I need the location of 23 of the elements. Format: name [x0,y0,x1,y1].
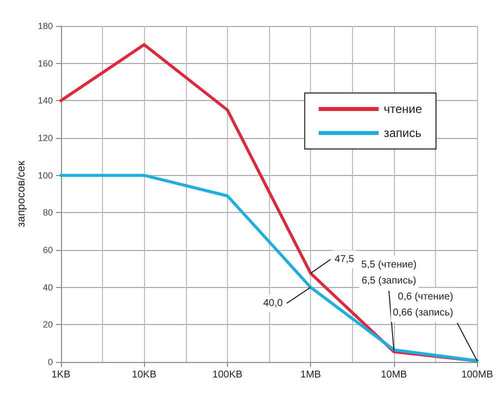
y-tick-label: 40 [42,282,53,292]
annotation: 40,0 [263,298,284,309]
x-tick-label: 1MB [300,370,322,380]
x-tick-label: 100KB [212,370,243,380]
x-tick-label: 10MB [380,370,408,380]
y-tick-label: 100 [38,170,53,180]
y-tick-label: 180 [38,21,53,31]
y-tick-label: 0 [48,357,53,367]
y-tick-label: 20 [42,320,53,330]
x-tick-label: 1KB [51,370,71,380]
y-tick-label: 60 [42,245,53,255]
y-axis-title: запросов/сек [16,160,28,228]
legend-label: запись [384,126,422,140]
annotation: 0,6 (чтение) 0,66 (запись) [392,291,454,318]
annotation: 5,5 (чтение) 6,5 (запись) [361,259,417,286]
y-tick-label: 120 [38,133,53,143]
y-tick-label: 140 [38,96,53,106]
x-tick-label: 100MB [461,370,494,380]
x-tick-label: 10KB [132,370,157,380]
legend-label: чтение [384,102,422,116]
y-tick-label: 160 [38,58,53,68]
y-tick-label: 80 [42,208,53,218]
annotation: 47,5 [334,254,355,265]
